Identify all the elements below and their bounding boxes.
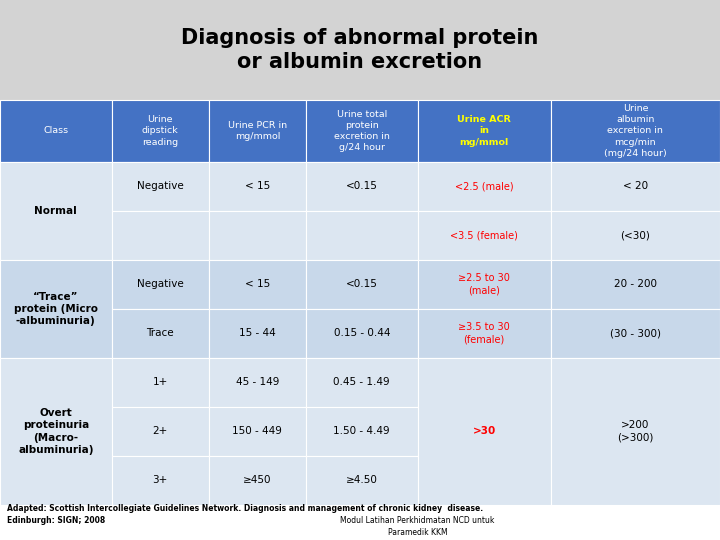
Text: < 20: < 20 (623, 181, 648, 192)
Text: >200
(>300): >200 (>300) (617, 420, 654, 443)
Text: < 15: < 15 (245, 181, 270, 192)
Bar (112, 358, 209, 407)
Bar (0, 162, 112, 260)
Text: Urine
dipstick
reading: Urine dipstick reading (142, 116, 179, 146)
Bar (112, 100, 209, 162)
Text: 20 - 200: 20 - 200 (614, 280, 657, 289)
Text: ≥450: ≥450 (243, 475, 271, 485)
Text: < 15: < 15 (245, 280, 270, 289)
Text: Urine total
protein
excretion in
g/24 hour: Urine total protein excretion in g/24 ho… (334, 110, 390, 152)
Text: <2.5 (male): <2.5 (male) (455, 181, 513, 192)
Bar (418, 100, 551, 162)
Text: 2+: 2+ (153, 427, 168, 436)
Bar (551, 260, 720, 309)
Text: 1.50 - 4.49: 1.50 - 4.49 (333, 427, 390, 436)
Text: Negative: Negative (137, 280, 184, 289)
Text: 45 - 149: 45 - 149 (235, 377, 279, 387)
Text: ≥3.5 to 30
(female): ≥3.5 to 30 (female) (459, 322, 510, 345)
Text: Normal: Normal (35, 206, 77, 216)
Bar (306, 456, 418, 505)
Text: >30: >30 (472, 427, 496, 436)
Text: <0.15: <0.15 (346, 280, 378, 289)
Text: Trace: Trace (146, 328, 174, 339)
Text: Urine PCR in
mg/mmol: Urine PCR in mg/mmol (228, 121, 287, 141)
Text: 1+: 1+ (153, 377, 168, 387)
Bar (209, 211, 306, 260)
Text: Adapted: Scottish Intercollegiate Guidelines Network. Diagnosis and management o: Adapted: Scottish Intercollegiate Guidel… (7, 504, 483, 525)
Bar (112, 309, 209, 358)
Bar (418, 358, 551, 505)
Bar (418, 260, 551, 309)
Bar (551, 211, 720, 260)
Bar (0, 358, 112, 505)
Bar (306, 100, 418, 162)
Bar (306, 407, 418, 456)
Text: (30 - 300): (30 - 300) (610, 328, 661, 339)
Text: ≥2.5 to 30
(male): ≥2.5 to 30 (male) (458, 273, 510, 296)
Bar (306, 162, 418, 211)
Bar (306, 358, 418, 407)
Bar (209, 456, 306, 505)
Text: 0.45 - 1.49: 0.45 - 1.49 (333, 377, 390, 387)
Bar (112, 407, 209, 456)
Bar (209, 100, 306, 162)
Text: (<30): (<30) (621, 231, 650, 240)
Bar (0, 505, 720, 540)
Text: 15 - 44: 15 - 44 (239, 328, 276, 339)
Bar (209, 162, 306, 211)
Bar (112, 456, 209, 505)
Text: <3.5 (female): <3.5 (female) (450, 231, 518, 240)
Bar (0, 260, 112, 358)
Bar (112, 162, 209, 211)
Bar (112, 260, 209, 309)
Text: Overt
proteinuria
(Macro-
albuminuria): Overt proteinuria (Macro- albuminuria) (18, 408, 94, 455)
Text: 150 - 449: 150 - 449 (233, 427, 282, 436)
Text: Urine
albumin
excretion in
mcg/min
(mg/24 hour): Urine albumin excretion in mcg/min (mg/2… (604, 104, 667, 158)
Text: 3+: 3+ (153, 475, 168, 485)
Bar (306, 309, 418, 358)
Bar (0, 0, 720, 100)
Text: Diagnosis of abnormal protein
or albumin excretion: Diagnosis of abnormal protein or albumin… (181, 28, 539, 72)
Bar (551, 100, 720, 162)
Bar (209, 260, 306, 309)
Text: <0.15: <0.15 (346, 181, 378, 192)
Text: Modul Latihan Perkhidmatan NCD untuk
Paramedik KKM: Modul Latihan Perkhidmatan NCD untuk Par… (341, 516, 495, 537)
Text: ≥4.50: ≥4.50 (346, 475, 378, 485)
Bar (551, 162, 720, 211)
Text: Urine ACR
in
mg/mmol: Urine ACR in mg/mmol (457, 116, 511, 146)
Bar (418, 309, 551, 358)
Bar (0, 100, 112, 162)
Bar (418, 162, 551, 211)
Text: “Trace”
protein (Micro
-albuminuria): “Trace” protein (Micro -albuminuria) (14, 292, 98, 326)
Bar (209, 358, 306, 407)
Bar (551, 309, 720, 358)
Bar (418, 211, 551, 260)
Bar (209, 407, 306, 456)
Text: Negative: Negative (137, 181, 184, 192)
Bar (306, 260, 418, 309)
Bar (306, 211, 418, 260)
Bar (209, 309, 306, 358)
Bar (112, 211, 209, 260)
Text: Class: Class (43, 126, 68, 136)
Text: 0.15 - 0.44: 0.15 - 0.44 (333, 328, 390, 339)
Bar (551, 358, 720, 505)
